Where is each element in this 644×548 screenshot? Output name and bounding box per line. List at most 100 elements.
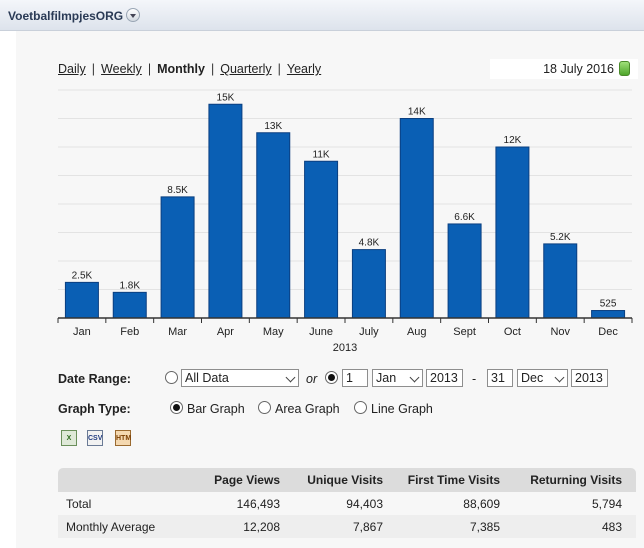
bar-graph-label: Bar Graph [187, 402, 245, 416]
tab-yearly[interactable]: Yearly [286, 62, 322, 76]
bar [543, 243, 578, 319]
table-cell: 146,493 [236, 497, 280, 511]
bar [64, 281, 99, 319]
to-day-field[interactable]: 31 [487, 369, 513, 387]
tab-monthly[interactable]: Monthly [157, 62, 205, 76]
tick-label: Aug [407, 326, 427, 338]
tab-separator: | [147, 62, 152, 76]
tab-quarterly[interactable]: Quarterly [220, 62, 272, 76]
data-label: 1.8K [119, 280, 140, 291]
from-year-value: 2013 [430, 371, 458, 385]
to-month-select[interactable]: Dec [517, 369, 568, 387]
radio-all-data[interactable] [165, 371, 178, 384]
table-cell: 12,208 [243, 520, 280, 534]
tick-label: Sept [453, 326, 476, 338]
current-date: 18 July 2016 [543, 62, 614, 76]
chevron-down-icon [285, 372, 296, 383]
from-month-select[interactable]: Jan [372, 369, 423, 387]
from-day-field[interactable]: 1 [342, 369, 368, 387]
x-axis-label: 2013 [333, 342, 357, 354]
from-year-field[interactable]: 2013 [426, 369, 463, 387]
tab-daily[interactable]: Daily [58, 62, 86, 76]
bar [304, 160, 339, 319]
data-label: 525 [600, 299, 617, 310]
bar [208, 103, 243, 319]
tick-label: Nov [550, 326, 570, 338]
date-range-label: Date Range: [58, 372, 131, 386]
tick-label: Mar [168, 326, 187, 338]
period-tabs: Daily | Weekly | Monthly | Quarterly | Yearly [58, 62, 321, 76]
stats-table: Page Views Unique Visits First Time Visi… [58, 468, 636, 538]
table-cell: 483 [601, 520, 622, 534]
graph-type-label: Graph Type: [58, 402, 131, 416]
from-month-value: Jan [376, 371, 397, 385]
or-label: or [306, 372, 318, 386]
all-data-select-value: All Data [185, 371, 229, 385]
table-row: Total 146,493 94,403 88,609 5,794 [58, 492, 636, 515]
current-date-box: 18 July 2016 [490, 59, 638, 79]
radio-line-graph[interactable] [354, 401, 367, 414]
chevron-down-icon [409, 372, 420, 383]
table-cell: 88,609 [463, 497, 500, 511]
col-header-page-views: Page Views [214, 473, 280, 487]
area-graph-label: Area Graph [275, 402, 340, 416]
tick-label: Oct [504, 326, 521, 338]
tick-label: May [263, 326, 284, 338]
bar [447, 223, 482, 319]
site-name: VoetbalfilmpjesORG [8, 9, 124, 23]
data-label: 5.2K [550, 232, 571, 243]
col-header-unique-visits: Unique Visits [307, 473, 383, 487]
tab-separator: | [91, 62, 96, 76]
data-label: 8.5K [167, 185, 188, 196]
tick-label: Jan [73, 326, 91, 338]
bar [256, 132, 291, 319]
table-cell: 7,385 [469, 520, 500, 534]
radio-custom-range[interactable] [325, 371, 338, 384]
data-label: 6.6K [454, 212, 475, 223]
col-header-first-time-visits: First Time Visits [407, 473, 500, 487]
to-day-value: 31 [491, 371, 505, 385]
tick-label: July [359, 326, 379, 338]
data-label: 12K [504, 135, 522, 146]
table-cell: 5,794 [591, 497, 622, 511]
tick-label: Apr [217, 326, 234, 338]
data-label: 14K [408, 107, 426, 118]
data-label: 11K [313, 149, 330, 160]
bar [495, 146, 530, 319]
row-label: Monthly Average [66, 520, 156, 534]
from-day-value: 1 [346, 371, 353, 385]
to-year-value: 2013 [575, 371, 603, 385]
col-header-returning-visits: Returning Visits [530, 473, 622, 487]
status-indicator-icon [619, 61, 630, 76]
excel-export-icon[interactable]: X [61, 430, 77, 446]
radio-area-graph[interactable] [258, 401, 271, 414]
tab-weekly[interactable]: Weekly [101, 62, 142, 76]
html-export-icon[interactable]: HTM [115, 430, 131, 446]
tick-label: June [309, 326, 333, 338]
to-year-field[interactable]: 2013 [571, 369, 608, 387]
top-bar: VoetbalfilmpjesORG [0, 0, 644, 31]
range-dash: - [472, 372, 477, 386]
bar [591, 310, 626, 319]
row-label: Total [66, 497, 92, 511]
tick-label: Dec [598, 326, 618, 338]
radio-bar-graph[interactable] [170, 401, 183, 414]
bar [351, 249, 386, 319]
tab-separator: | [210, 62, 215, 76]
tab-separator: | [277, 62, 281, 76]
all-data-select[interactable]: All Data [181, 369, 299, 387]
data-label: 2.5K [72, 270, 93, 281]
csv-export-icon[interactable]: CSV [87, 430, 103, 446]
bar [399, 118, 434, 319]
tick-label: Feb [120, 326, 139, 338]
chevron-down-icon [554, 372, 565, 383]
data-label: 15K [217, 92, 235, 103]
data-label: 4.8K [359, 238, 380, 249]
table-row: Monthly Average 12,208 7,867 7,385 483 [58, 515, 636, 538]
site-dropdown-icon[interactable] [126, 8, 140, 22]
table-cell: 7,867 [352, 520, 383, 534]
table-header: Page Views Unique Visits First Time Visi… [58, 468, 636, 492]
table-cell: 94,403 [346, 497, 383, 511]
to-month-value: Dec [521, 371, 544, 385]
